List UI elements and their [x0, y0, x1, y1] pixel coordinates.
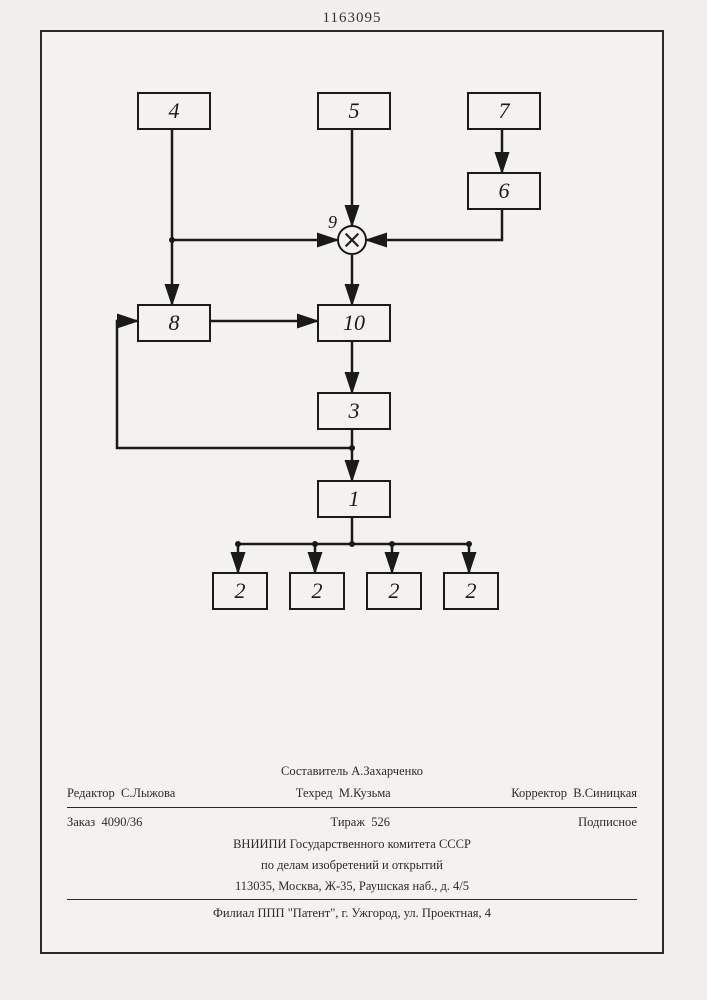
junction-dot — [235, 541, 241, 547]
editor-label: Редактор — [67, 786, 115, 800]
block-4: 4 — [137, 92, 211, 130]
tiraz-label: Тираж — [331, 815, 365, 829]
summing-node-label: 9 — [328, 212, 337, 233]
junction-dot — [466, 541, 472, 547]
imprint-footer: Составитель А.Захарченко Редактор С.Лыжо… — [67, 761, 637, 924]
tiraz-value: 526 — [371, 815, 390, 829]
block-5: 5 — [317, 92, 391, 130]
block-6: 6 — [467, 172, 541, 210]
editor-name: С.Лыжова — [121, 786, 175, 800]
page-frame: 1163095 45768103122229 Составитель А.Зах… — [40, 30, 664, 954]
junction-dot — [169, 237, 175, 243]
block-7: 7 — [467, 92, 541, 130]
block-10: 10 — [317, 304, 391, 342]
teched-name: М.Кузьма — [339, 786, 391, 800]
address-1: 113035, Москва, Ж-35, Раушская наб., д. … — [67, 876, 637, 897]
connector — [367, 206, 502, 240]
block-2: 2 — [366, 572, 422, 610]
corrector-label: Корректор — [511, 786, 567, 800]
org-line-1: ВНИИПИ Государственного комитета СССР — [67, 834, 637, 855]
block-2: 2 — [289, 572, 345, 610]
compiler-name: А.Захарченко — [351, 764, 423, 778]
block-8: 8 — [137, 304, 211, 342]
block-2: 2 — [212, 572, 268, 610]
order-number: 4090/36 — [101, 815, 142, 829]
junction-dot — [389, 541, 395, 547]
corrector-name: В.Синицкая — [573, 786, 637, 800]
junction-dot — [312, 541, 318, 547]
subscription: Подписное — [578, 813, 637, 832]
summing-node — [337, 225, 367, 255]
block-2: 2 — [443, 572, 499, 610]
block-1: 1 — [317, 480, 391, 518]
junction-dot — [349, 445, 355, 451]
block-3: 3 — [317, 392, 391, 430]
block-diagram: 45768103122229 — [97, 92, 607, 652]
branch-line: Филиал ППП "Патент", г. Ужгород, ул. Про… — [67, 903, 637, 924]
compiler-label: Составитель — [281, 764, 348, 778]
teched-label: Техред — [296, 786, 333, 800]
order-label: Заказ — [67, 815, 95, 829]
junction-dot — [349, 541, 355, 547]
page-number: 1163095 — [323, 10, 382, 27]
org-line-2: по делам изобретений и открытий — [67, 855, 637, 876]
